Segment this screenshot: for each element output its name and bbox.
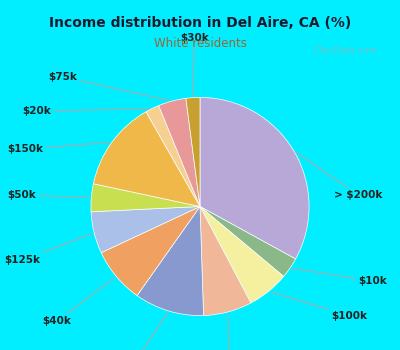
Wedge shape — [137, 206, 204, 316]
Text: City-Data.com: City-Data.com — [314, 46, 378, 55]
Wedge shape — [93, 112, 200, 206]
Wedge shape — [200, 206, 284, 303]
Wedge shape — [101, 206, 200, 295]
Wedge shape — [200, 206, 296, 276]
Wedge shape — [200, 206, 251, 315]
Text: $100k: $100k — [271, 292, 367, 321]
Text: $150k: $150k — [8, 142, 109, 154]
Text: $40k: $40k — [42, 278, 114, 326]
Text: > $200k: > $200k — [296, 153, 383, 200]
Text: Income distribution in Del Aire, CA (%): Income distribution in Del Aire, CA (%) — [49, 16, 351, 30]
Wedge shape — [91, 184, 200, 212]
Text: $30k: $30k — [180, 33, 209, 95]
Text: White residents: White residents — [154, 37, 246, 50]
Wedge shape — [200, 97, 309, 259]
Text: $60k: $60k — [214, 315, 243, 350]
Text: $75k: $75k — [48, 72, 169, 100]
Text: $50k: $50k — [8, 190, 88, 200]
Wedge shape — [146, 106, 200, 206]
Wedge shape — [159, 98, 200, 206]
Text: $10k: $10k — [293, 268, 386, 286]
Wedge shape — [186, 97, 200, 206]
Text: $125k: $125k — [4, 234, 92, 265]
Text: $200k: $200k — [119, 313, 167, 350]
Text: $20k: $20k — [23, 106, 150, 116]
Wedge shape — [91, 206, 200, 253]
